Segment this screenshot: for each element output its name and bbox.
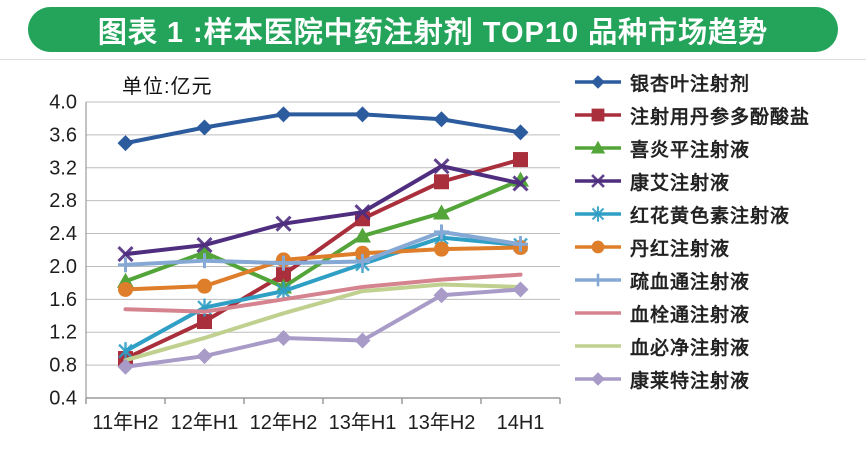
x-axis-tick-label: 12年H1 [171,411,239,434]
legend-label: 丹红注射液 [630,238,731,260]
x-axis-tick-label: 13年H2 [408,411,476,434]
series-line [123,245,523,292]
unit-label: 单位:亿元 [122,76,213,98]
legend-marker-icon [575,75,621,89]
legend-label: 血栓通注射液 [630,304,751,326]
y-axis-tick-label: 2.0 [49,256,77,278]
y-axis-tick-label: 3.6 [49,124,77,146]
y-axis-tick-label: 0.4 [49,388,77,410]
legend-item: 疏血通注射液 [572,269,862,293]
series-line [123,272,523,314]
legend-marker-icon [575,344,621,348]
series-line [123,164,523,257]
y-axis-tick-label: 4.0 [49,92,77,114]
legend-label: 疏血通注射液 [630,271,751,293]
legend-marker-icon [575,311,621,315]
legend-item: 血必净注射液 [572,335,862,359]
y-axis-tick-label: 0.8 [49,355,77,377]
series-康莱特注射液 [117,281,529,375]
series-康艾注射液 [117,158,529,263]
series-line [123,235,523,354]
series-line [123,112,523,146]
legend-marker-icon [575,140,621,154]
legend-marker-icon [575,174,621,188]
legend-item: 红花黄色素注射液 [572,203,862,227]
legend-item: 注射用丹参多酚酸盐 [572,104,862,128]
y-axis-tick-label: 2.8 [49,190,77,212]
legend-label: 银杏叶注射剂 [630,73,751,95]
legend-marker-icon [575,372,621,386]
series-银杏叶注射剂 [117,106,529,152]
legend-label: 康艾注射液 [630,172,731,194]
series-注射用丹参多酚酸盐 [118,152,528,367]
series-line [123,287,523,369]
legend-item: 康艾注射液 [572,170,862,194]
chart-title: 图表 1 :样本医院中药注射剂 TOP10 品种市场趋势 [97,16,769,49]
series-line [123,282,523,363]
legend-marker-icon [575,206,621,222]
legend-label: 康莱特注射液 [630,370,751,392]
legend-item: 银杏叶注射剂 [572,71,862,95]
x-axis-tick-label: 14H1 [497,412,545,434]
legend-marker-icon [575,273,621,287]
header-separator-line [0,59,866,60]
legend-label: 注射用丹参多酚酸盐 [630,106,811,128]
legend-label: 红花黄色素注射液 [630,205,791,227]
legend-marker-icon [575,240,621,254]
legend-item: 康莱特注射液 [572,368,862,392]
legend-item: 丹红注射液 [572,236,862,260]
legend-label: 喜炎平注射液 [630,139,751,161]
legend-item: 血栓通注射液 [572,302,862,326]
x-axis-tick-label: 12年H2 [250,411,318,434]
y-axis-tick-label: 2.4 [49,223,77,245]
x-axis-tick-label: 11年H2 [92,411,158,434]
legend: 银杏叶注射剂注射用丹参多酚酸盐 喜炎平注射液 康艾注射液红花黄色素注射液 丹红注射液疏… [572,71,862,401]
series-line [123,157,523,361]
y-axis-tick-label: 1.2 [49,322,77,344]
series-血栓通注射液 [123,272,523,314]
x-axis-tick-label: 13年H1 [329,411,397,434]
y-axis-tick-label: 3.2 [49,157,77,179]
y-axis-tick-label: 1.6 [49,289,77,311]
chart-title-banner: 图表 1 :样本医院中药注射剂 TOP10 品种市场趋势 [28,7,838,52]
series-line [123,229,523,267]
series-疏血通注射液 [118,224,528,273]
legend-label: 血必净注射液 [630,337,751,359]
legend-item: 喜炎平注射液 [572,137,862,161]
legend-marker-icon [575,108,621,122]
series-喜炎平注射液 [117,171,529,294]
series-血必净注射液 [123,282,523,363]
